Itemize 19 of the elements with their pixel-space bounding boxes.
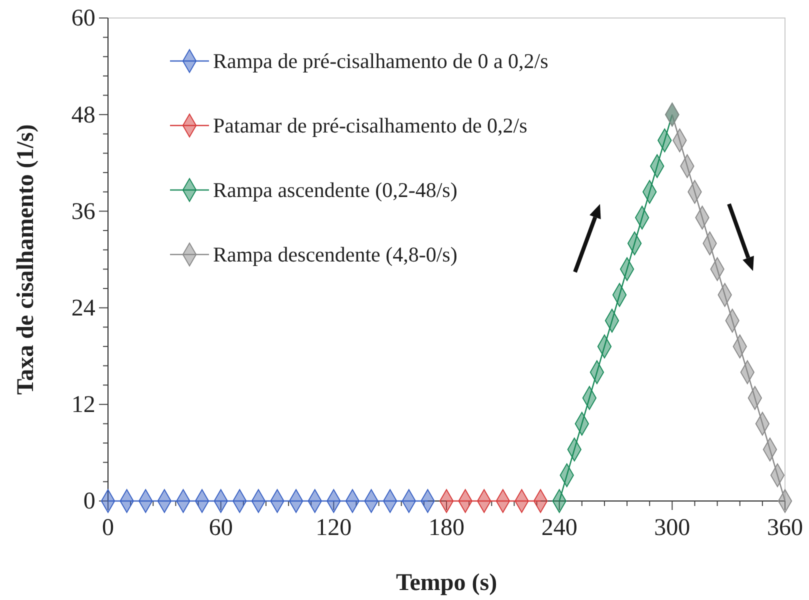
x-axis-title: Tempo (s) [396,570,498,596]
legend-label: Patamar de pré-cisalhamento de 0,2/s [213,114,528,138]
legend-label: Rampa de pré-cisalhamento de 0 a 0,2/s [213,49,548,73]
x-tick-label: 120 [316,515,352,542]
x-tick-label: 0 [102,515,114,542]
legend-label: Rampa descendente (4,8-0/s) [213,242,458,266]
y-axis-title: Taxa de cisalhamento (1/s) [13,124,39,395]
x-tick-label: 360 [767,515,803,542]
y-tick-label: 60 [71,6,96,32]
x-tick-label: 180 [428,515,464,542]
y-tick-label: 12 [71,392,96,418]
x-tick-label: 300 [654,515,690,542]
legend-label: Rampa ascendente (0,2-48/s) [213,178,458,202]
x-tick-label: 240 [541,515,578,542]
y-tick-label: 36 [71,198,96,225]
y-tick-label: 48 [71,102,96,128]
y-tick-label: 24 [71,295,96,322]
y-tick-label: 0 [83,488,96,515]
x-tick-label: 60 [208,515,233,542]
